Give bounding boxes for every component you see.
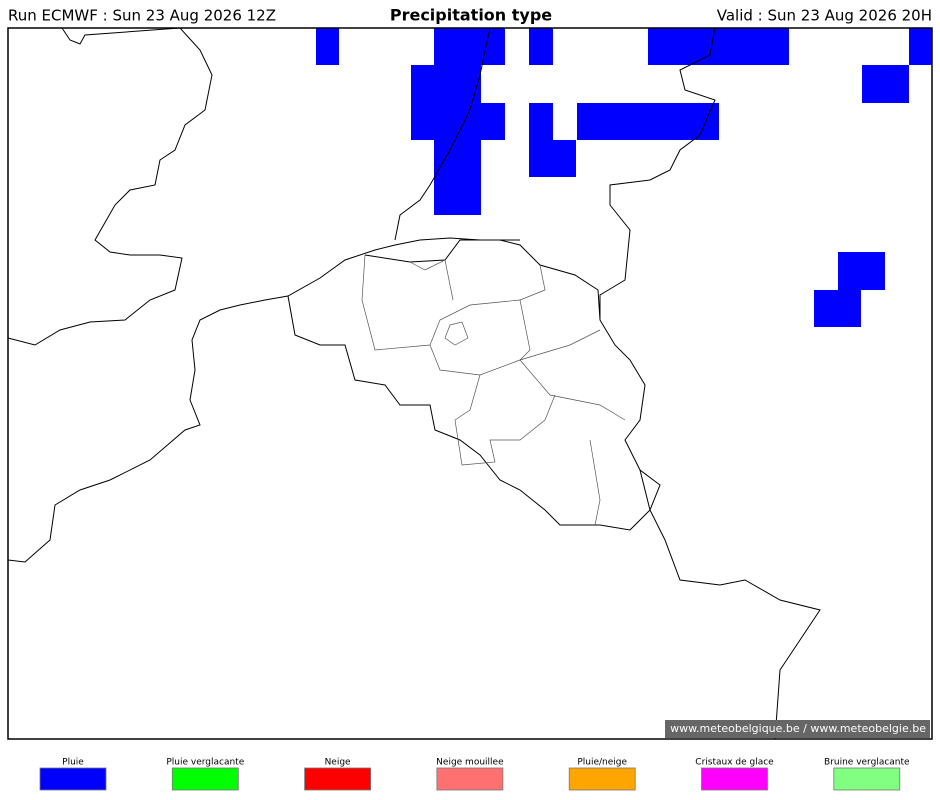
map-frame [7, 27, 933, 740]
legend-swatch [171, 767, 239, 791]
legend-swatch [304, 767, 372, 791]
legend-label: Pluie/neige [577, 758, 627, 768]
legend-label: Pluie verglacante [166, 758, 244, 768]
run-label: Run ECMWF : Sun 23 Aug 2026 12Z [8, 7, 276, 25]
map-title: Precipitation type [390, 6, 552, 25]
precip-cells [316, 28, 932, 327]
legend-swatch [39, 767, 107, 791]
legend-label: Bruine verglacante [824, 758, 910, 768]
province-borders [361, 254, 626, 526]
legend-swatch [701, 767, 768, 791]
valid-label: Valid : Sun 23 Aug 2026 20H [717, 7, 932, 25]
credit-background [665, 720, 930, 738]
credit: © www.meteobelgique.be / www.meteobelgie… [656, 722, 927, 735]
legend-label: Cristaux de glace [695, 758, 774, 768]
legend-swatch [568, 767, 636, 791]
legend-swatch [833, 767, 901, 791]
legend: Pluie Pluie verglacante Neige Neige mouille… [39, 758, 910, 791]
legend-label: Neige [325, 758, 351, 768]
coastlines [7, 27, 821, 740]
legend-label: Neige mouillee [436, 758, 504, 768]
legend-label: Pluie [62, 758, 84, 768]
legend-swatch [436, 767, 504, 791]
